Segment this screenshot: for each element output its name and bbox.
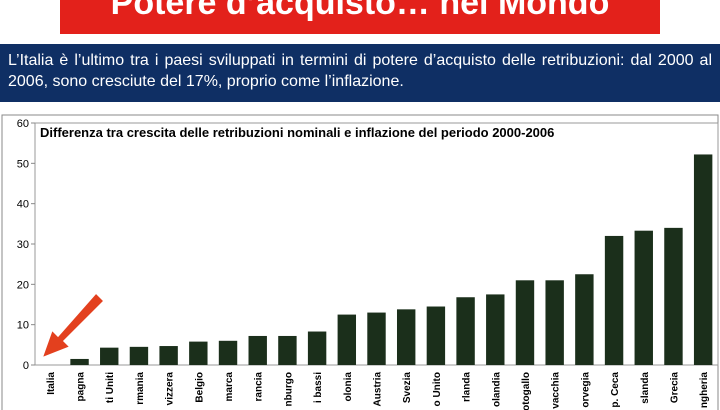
x-tick-label: Austria (373, 372, 384, 407)
x-tick-label: Italia (46, 372, 57, 395)
x-tick-label: otogallo (521, 372, 532, 410)
x-tick-label: i bassi (313, 372, 324, 403)
bar (248, 335, 267, 365)
y-tick-label: 50 (17, 158, 29, 170)
bar (486, 294, 505, 365)
bar (515, 280, 535, 365)
x-tick-label: Svezia (402, 372, 413, 404)
x-tick-label: Grecia (669, 372, 680, 404)
bar (604, 235, 624, 365)
bar (456, 297, 475, 365)
bar (426, 306, 446, 365)
slide-title: Potere d’acquisto… nel Mondo (110, 0, 610, 22)
x-tick-label: olandia (491, 372, 502, 407)
bar (278, 335, 297, 365)
y-tick-label: 10 (17, 320, 29, 332)
y-tick-label: 30 (17, 239, 29, 251)
description: L’Italia è l’ultimo tra i paesi sviluppa… (0, 44, 720, 102)
x-tick-label: rmania (135, 372, 146, 405)
x-tick-label: vizzera (165, 372, 176, 406)
bar (664, 227, 683, 365)
bar (100, 347, 119, 365)
bar (367, 312, 386, 365)
bar (575, 274, 594, 365)
bar (218, 340, 238, 365)
chart-title: Differenza tra crescita delle retribuzio… (40, 125, 554, 140)
x-tick-label: ti Uniti (105, 372, 116, 403)
x-tick-label: vacchia (551, 372, 562, 409)
x-tick-label: o Unito (432, 372, 443, 406)
x-tick-label: orvegia (580, 372, 591, 408)
x-tick-label: marca (224, 372, 235, 402)
x-tick-label: pagna (76, 372, 87, 402)
banner: Potere d’acquisto… nel Mondo (60, 0, 660, 34)
bar (634, 230, 653, 365)
x-tick-label: ngheria (699, 372, 710, 409)
bar (189, 341, 208, 365)
x-tick-label: Belgio (194, 372, 205, 403)
bar (159, 346, 178, 365)
y-tick-label: 20 (17, 279, 29, 291)
x-tick-label: slanda (640, 372, 651, 404)
x-tick-label: rancia (254, 372, 265, 402)
y-tick-label: 40 (17, 199, 29, 211)
x-tick-label: rlanda (462, 372, 473, 402)
bar (337, 314, 357, 365)
x-tick-label: p. Ceca (610, 372, 621, 408)
y-tick-label: 0 (23, 360, 29, 372)
bar (70, 358, 89, 365)
x-tick-label: olonia (343, 372, 354, 402)
y-tick-label: 60 (17, 118, 29, 130)
bar (693, 154, 713, 365)
bar (545, 280, 564, 365)
bar (129, 346, 149, 365)
bar (307, 331, 327, 365)
bar (396, 309, 416, 365)
x-tick-label: nburgo (283, 372, 294, 406)
arrow (40, 291, 106, 360)
